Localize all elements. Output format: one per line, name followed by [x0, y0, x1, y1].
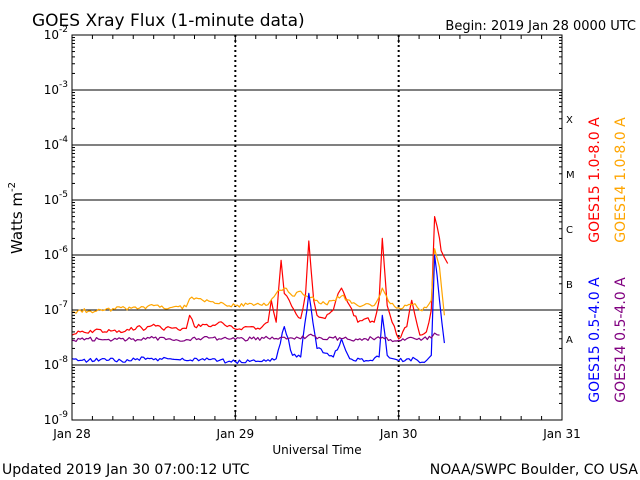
- y-tick-label: 10-4: [44, 135, 69, 152]
- series-line: [71, 216, 449, 340]
- y-tick-label: 10-8: [44, 355, 69, 372]
- y-axis-label: Watts m-2: [7, 182, 26, 254]
- x-tick-label: Jan 29: [216, 427, 255, 441]
- y-tick-label-base: 10: [44, 248, 59, 262]
- updated-timestamp: Updated 2019 Jan 30 07:00:12 UTC: [2, 462, 250, 478]
- y-tick-label-base: 10: [44, 83, 59, 97]
- x-tick-label: Jan 31: [542, 427, 581, 441]
- legend-entry: GOES15 1.0-8.0 A: [587, 117, 603, 243]
- legend-entry: GOES15 0.5-4.0 A: [587, 277, 603, 403]
- flare-class-label: X: [566, 115, 573, 126]
- y-tick-label-base: 10: [44, 358, 59, 372]
- y-tick-label-exponent: -9: [59, 410, 68, 420]
- flare-class-label: M: [566, 170, 575, 181]
- x-tick-labels: Jan 28 Jan 29 Jan 30 Jan 31: [52, 427, 581, 441]
- series-layer: [71, 216, 449, 364]
- y-axis-label-exponent: -2: [7, 182, 18, 192]
- series-line: [71, 248, 445, 316]
- y-tick-label-exponent: -4: [59, 135, 68, 145]
- flare-class-label: B: [566, 280, 573, 291]
- y-axis-label-text: Watts m: [8, 192, 26, 254]
- legend: GOES15 1.0-8.0 A GOES14 1.0-8.0 A GOES15 0…: [587, 117, 629, 403]
- legend-entry: GOES14 1.0-8.0 A: [613, 117, 629, 243]
- y-tick-label-base: 10: [44, 303, 59, 317]
- axis-ticks: [71, 35, 563, 421]
- y-tick-labels: 10-910-810-710-610-510-410-310-2: [44, 25, 69, 427]
- y-tick-label: 10-3: [44, 80, 68, 97]
- series-line: [71, 332, 440, 343]
- chart-title: GOES Xray Flux (1-minute data): [32, 11, 305, 31]
- y-tick-label: 10-5: [44, 190, 68, 207]
- x-axis-label: Universal Time: [272, 443, 361, 457]
- y-tick-label-exponent: -8: [59, 355, 68, 365]
- y-tick-label-exponent: -3: [59, 80, 68, 90]
- flare-class-label: A: [566, 335, 573, 346]
- y-tick-label-exponent: -6: [59, 245, 68, 255]
- flare-class-label: C: [566, 225, 573, 236]
- grid-lines: [72, 35, 562, 420]
- y-tick-label-exponent: -2: [59, 25, 68, 35]
- y-tick-label: 10-9: [44, 410, 69, 427]
- x-tick-label: Jan 28: [52, 427, 91, 441]
- y-tick-label-exponent: -7: [59, 300, 68, 310]
- y-tick-label-base: 10: [44, 413, 59, 427]
- y-tick-label-base: 10: [44, 28, 59, 42]
- begin-time-label: Begin: 2019 Jan 28 0000 UTC: [445, 19, 636, 34]
- flare-class-labels: A B C M X: [566, 115, 575, 346]
- y-tick-label: 10-6: [44, 245, 69, 262]
- y-tick-label-base: 10: [44, 193, 59, 207]
- x-tick-label: Jan 30: [379, 427, 418, 441]
- y-tick-label: 10-2: [44, 25, 68, 42]
- y-tick-label-exponent: -5: [59, 190, 68, 200]
- y-tick-label: 10-7: [44, 300, 68, 317]
- credit-label: NOAA/SWPC Boulder, CO USA: [430, 462, 639, 478]
- y-tick-label-base: 10: [44, 138, 59, 152]
- series-line: [71, 254, 445, 364]
- legend-entry: GOES14 0.5-4.0 A: [613, 277, 629, 403]
